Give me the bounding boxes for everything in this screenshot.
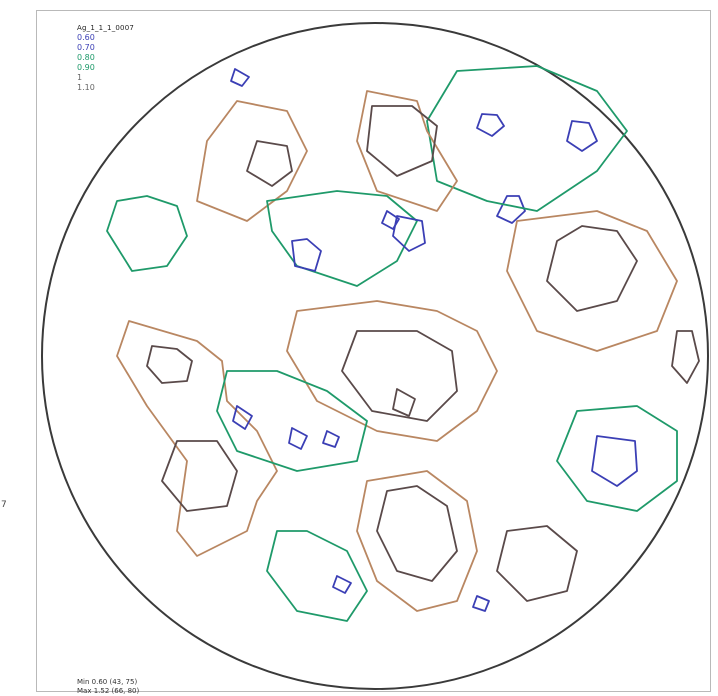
legend-item-2: 0.80 (77, 53, 95, 62)
contour-high-left (116, 320, 278, 557)
contour-peak-right (546, 225, 638, 312)
contour-low-lower-center-3 (322, 430, 340, 448)
legend-item-0: 0.60 (77, 33, 95, 42)
contour-peak-left (146, 345, 193, 384)
edge-label: 7 (1, 500, 7, 510)
contour-plot (41, 22, 709, 690)
contour-peak-upper-center (366, 105, 438, 177)
contour-peak-upper (246, 140, 293, 187)
contour-low-top-right (476, 113, 505, 137)
contour-peak-bottom (376, 485, 458, 582)
contour-low-bottom-spot-2 (472, 595, 490, 612)
legend-item-5: 1.10 (77, 83, 95, 92)
contour-low-top-right-2 (566, 120, 598, 152)
projection-circle (41, 22, 709, 690)
legend: Ag_1_1_1_0007 0.60 0.70 0.80 0.90 1 1.10 (77, 23, 134, 93)
contour-mid-bottom-left (266, 530, 368, 622)
contour-low-top-left (230, 68, 250, 87)
contour-low-bottom-spot (332, 575, 352, 594)
contour-low-lower-center-2 (288, 427, 308, 450)
legend-title: Ag_1_1_1_0007 (77, 24, 135, 32)
contour-low-top-center (291, 238, 322, 272)
contour-mid-upper-left (106, 195, 188, 272)
contour-peak-center-small (392, 388, 416, 417)
contour-peak-bottom-right (496, 525, 578, 602)
contour-high-bottom (356, 470, 478, 612)
legend-item-4: 1 (77, 73, 83, 82)
contour-mid-right-lower (556, 405, 678, 512)
contour-mid-top-center (266, 190, 418, 287)
contour-high-right (506, 210, 678, 352)
contour-lines (106, 65, 700, 622)
contour-low-top-center-2 (392, 215, 426, 252)
contour-low-right-spot (496, 195, 526, 224)
contour-mid-upper-right (426, 65, 628, 212)
contour-low-lower-center-1 (232, 405, 253, 430)
legend-item-3: 0.90 (77, 63, 95, 72)
contour-peak-right-small (671, 330, 700, 384)
contour-high-upper-right (356, 90, 458, 212)
stats-box: Min 0.60 (43, 75) Max 1.52 (66, 80) (77, 678, 139, 696)
contour-mid-lower-center (216, 370, 368, 472)
contour-peak-center (341, 330, 458, 422)
contour-low-top-center-3 (381, 210, 400, 230)
contour-high-center (286, 300, 498, 442)
legend-item-1: 0.70 (77, 43, 95, 52)
contour-low-right-lower (591, 435, 638, 487)
pole-figure-frame: Ag_1_1_1_0007 0.60 0.70 0.80 0.90 1 1.10… (36, 10, 711, 695)
contour-peak-lower-left (161, 440, 238, 512)
stats-min: Min 0.60 (43, 75) (77, 678, 138, 686)
stats-max: Max 1.52 (66, 80) (77, 687, 140, 695)
